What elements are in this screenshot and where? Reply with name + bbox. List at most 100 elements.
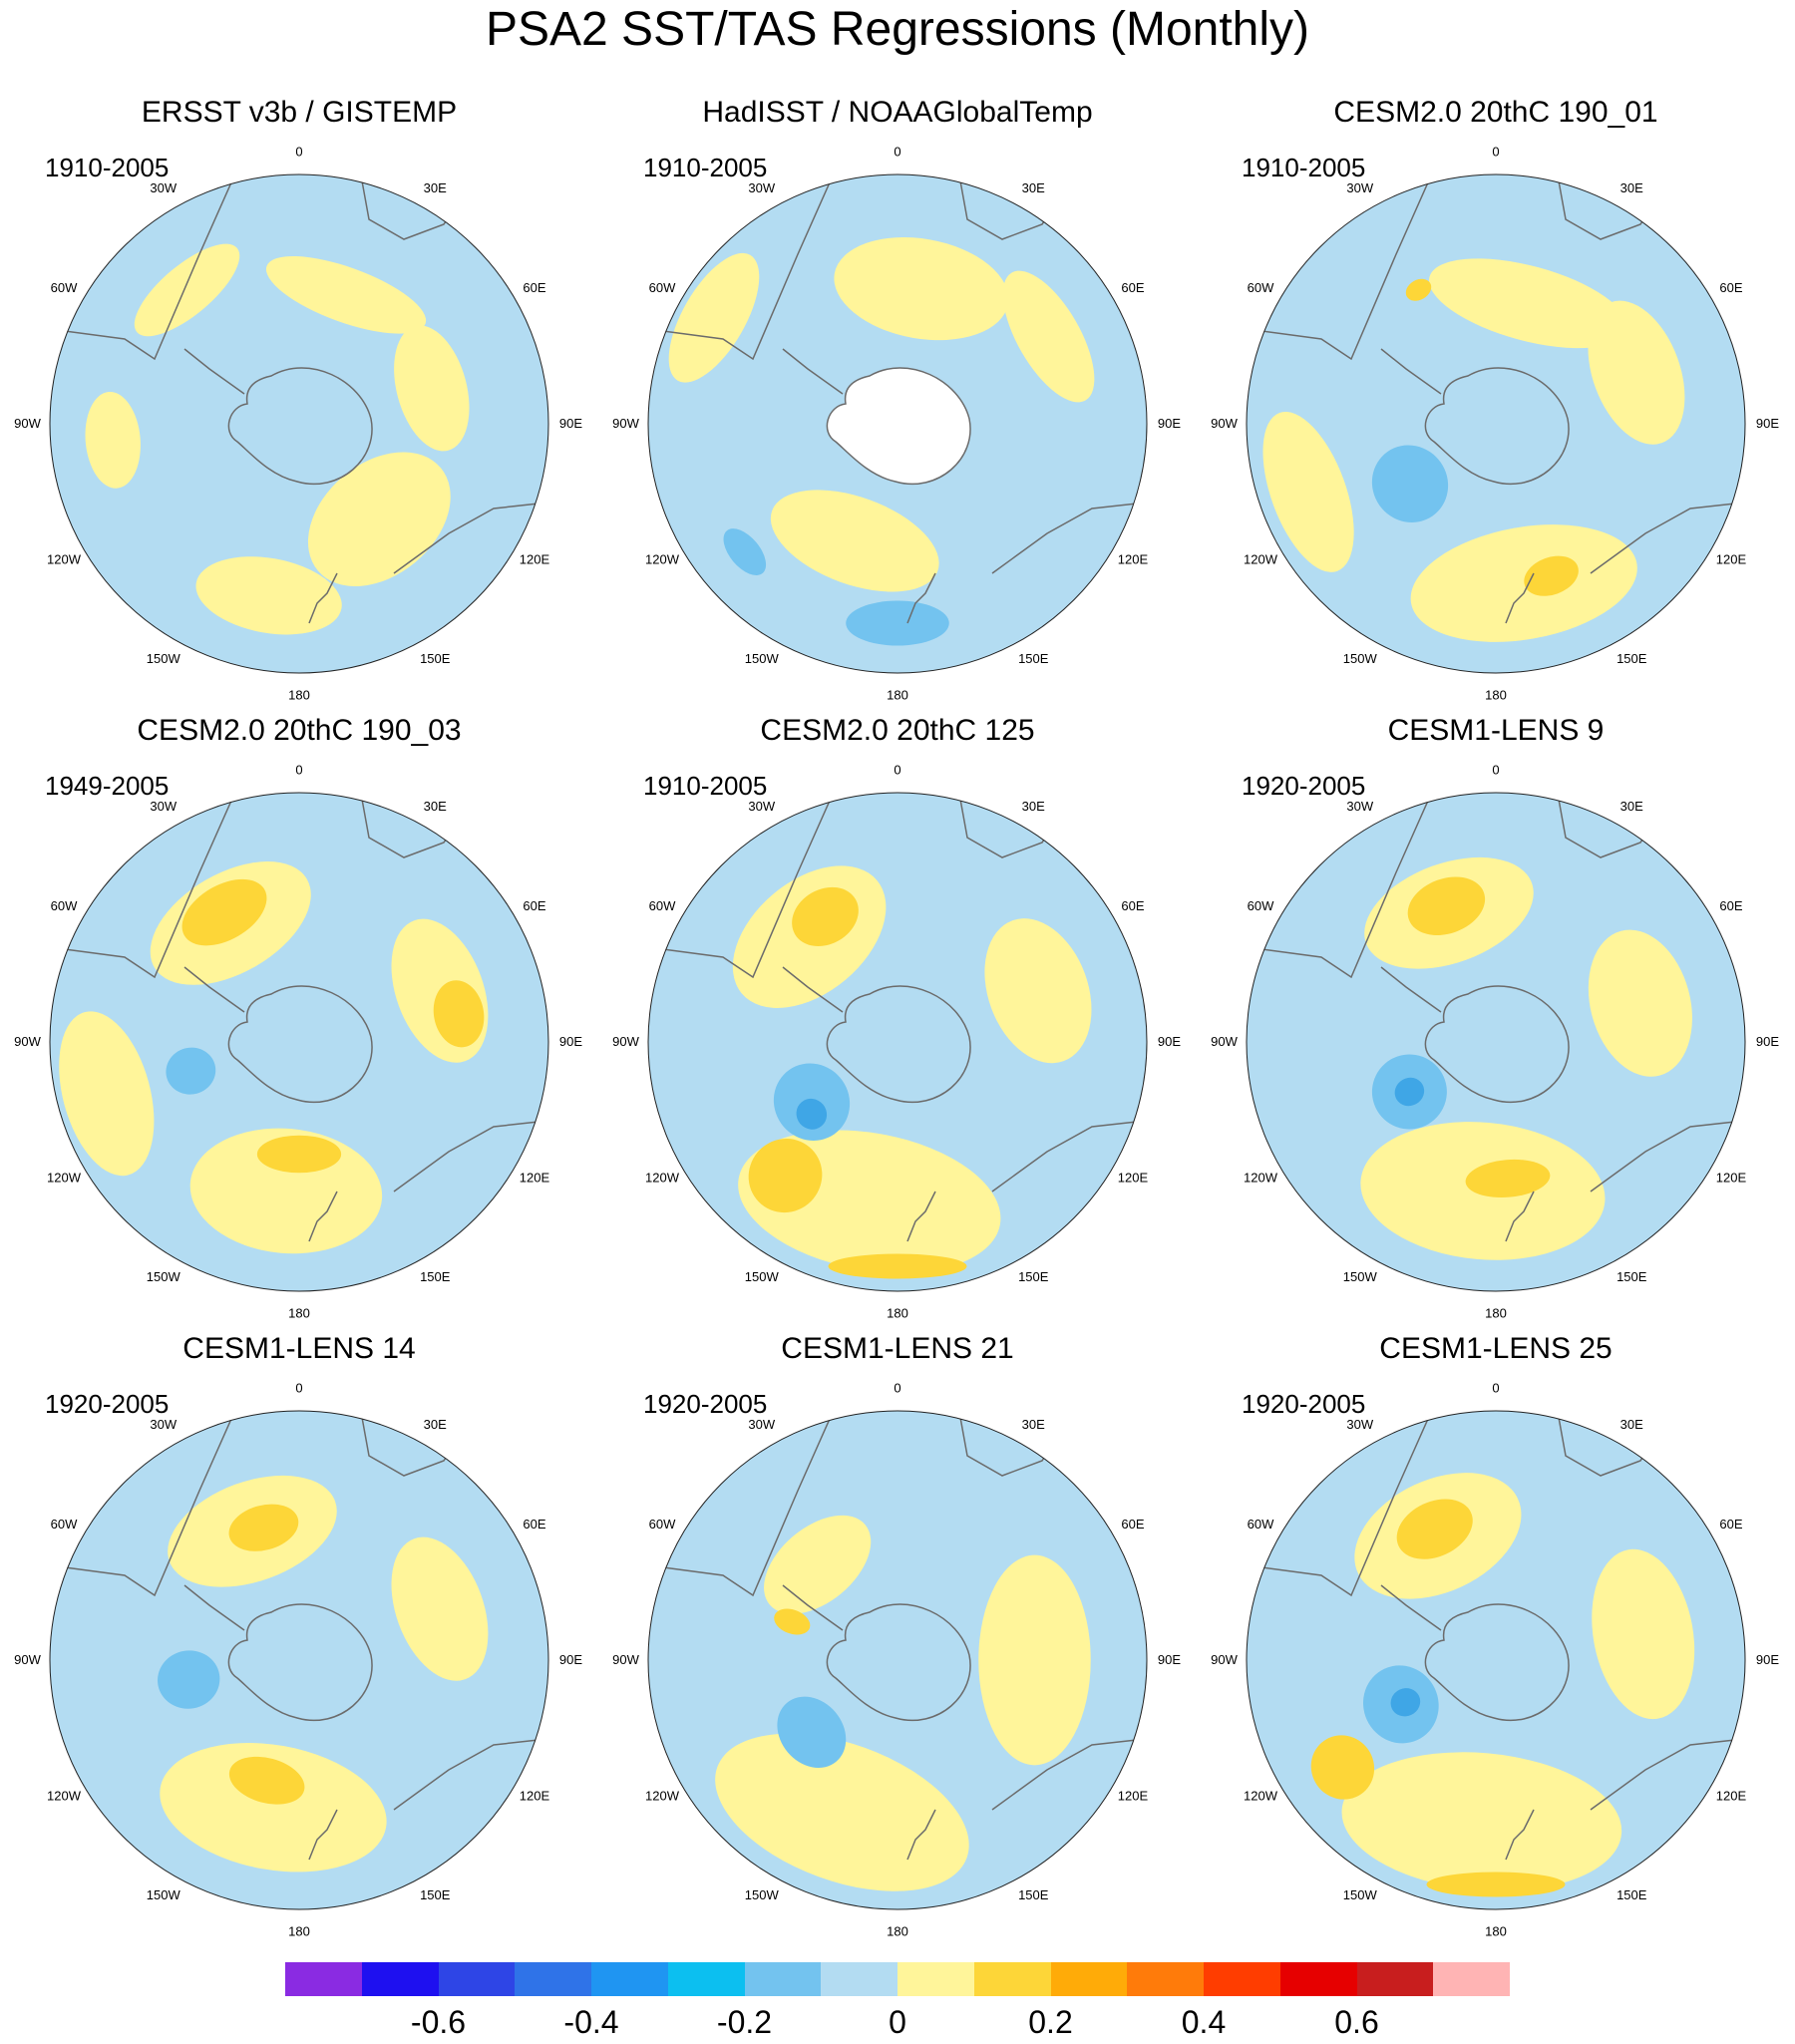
new-zealand-coastline <box>906 1191 936 1242</box>
anomaly-region <box>777 1696 847 1768</box>
colorbar-box <box>1127 1962 1204 1996</box>
colorbar <box>285 1962 1510 1996</box>
polar-map: 0 30E 60E 90E 120E 150E 180 150W 120W 90W 60W 30W <box>612 145 1181 703</box>
longitude-label: 150W <box>745 1887 780 1902</box>
colorbar-box <box>285 1962 362 1996</box>
anomaly-region <box>1405 278 1432 301</box>
longitude-label: 150E <box>1018 651 1049 666</box>
map-panel: CESM2.0 20thC 125 1910-2005 0 30E 60E 90E 120E… <box>598 713 1197 1331</box>
anomaly-region <box>723 528 767 575</box>
antarctica-outline <box>826 985 971 1104</box>
colorbar-box <box>667 1962 745 1996</box>
colorbar-box <box>361 1962 439 1996</box>
longitude-label: 0 <box>1492 1381 1499 1396</box>
polar-map: 0 30E 60E 90E 120E 150E 180 150W 120W 90W 60W 30W <box>1211 1381 1779 1939</box>
anomaly-region <box>256 1135 342 1174</box>
longitude-label: 90E <box>1158 416 1181 431</box>
peninsula-coastline <box>1380 1584 1442 1631</box>
polar-map: 0 30E 60E 90E 120E 150E 180 150W 120W 90W 60W 30W <box>612 1381 1181 1939</box>
anomaly-region <box>792 886 859 947</box>
longitude-label: 120E <box>1118 1170 1149 1185</box>
longitude-label: 120E <box>1716 1170 1747 1185</box>
colorbar-box <box>744 1962 822 1996</box>
colorbar-tick-label: -0.4 <box>563 2004 619 2040</box>
longitude-label: 90E <box>1158 1034 1181 1049</box>
longitude-label: 60W <box>649 898 676 913</box>
panel-title: CESM1-LENS 21 <box>781 1332 1014 1365</box>
longitude-label: 150W <box>745 651 780 666</box>
anomaly-region <box>1428 258 1627 349</box>
anomaly-region <box>748 1139 823 1213</box>
anomaly-region <box>160 1743 387 1873</box>
south-america-coastline <box>648 793 839 979</box>
longitude-label: 90E <box>559 416 582 431</box>
longitude-label: 90E <box>559 1034 582 1049</box>
peninsula-coastline <box>183 966 245 1013</box>
panel-title: HadISST / NOAAGlobalTemp <box>702 96 1093 129</box>
longitude-label: 60E <box>1719 280 1742 295</box>
anomaly-region <box>1410 524 1637 642</box>
anomaly-region <box>391 1536 489 1681</box>
anomaly-region <box>228 1756 305 1805</box>
longitude-label: 30E <box>1620 180 1643 195</box>
longitude-label: 90E <box>1756 1034 1779 1049</box>
longitude-label: 90E <box>559 1652 582 1667</box>
australia-coastline <box>393 1739 539 1811</box>
polar-map: 0 30E 60E 90E 120E 150E 180 150W 120W 90W 60W 30W <box>1211 763 1779 1321</box>
south-america-coastline <box>1247 174 1437 361</box>
longitude-label: 120W <box>47 551 82 566</box>
colorbar-box <box>1279 1962 1357 1996</box>
peninsula-coastline <box>183 348 245 395</box>
longitude-label: 60W <box>51 1517 78 1532</box>
longitude-label: 150E <box>1018 1887 1049 1902</box>
longitude-label: 120W <box>645 1788 680 1803</box>
longitude-label: 150W <box>147 1269 181 1284</box>
longitude-label: 180 <box>887 1306 908 1321</box>
longitude-label: 90W <box>612 1034 639 1049</box>
longitude-label: 120W <box>645 1170 680 1185</box>
anomaly-region <box>181 878 267 946</box>
peninsula-coastline <box>1380 348 1442 395</box>
longitude-label: 90W <box>14 1034 41 1049</box>
antarctica-outline <box>227 367 373 486</box>
colorbar-box <box>515 1962 591 1996</box>
panel-period: 1920-2005 <box>1242 771 1366 801</box>
map-boundary <box>647 792 1148 1292</box>
anomaly-region <box>834 237 1009 341</box>
panel-title: CESM1-LENS 25 <box>1379 1332 1613 1365</box>
map-panel: CESM2.0 20thC 190_03 1949-2005 0 30E 60E 90E 1… <box>0 713 598 1331</box>
map-boundary <box>1246 1410 1746 1910</box>
panel-period: 1920-2005 <box>1242 1389 1366 1419</box>
longitude-label: 120W <box>1244 1788 1278 1803</box>
longitude-label: 60W <box>649 1517 676 1532</box>
anomaly-region <box>1262 411 1354 572</box>
longitude-label: 90W <box>1211 1652 1238 1667</box>
map-panel: ERSST v3b / GISTEMP 1910-2005 0 30E 60E 90E 12… <box>0 95 598 713</box>
longitude-label: 90E <box>1158 1652 1181 1667</box>
longitude-label: 120W <box>1244 1170 1278 1185</box>
colorbar-tick-label: -0.6 <box>410 2004 467 2040</box>
anomaly-region <box>1002 270 1095 403</box>
map-panel: CESM1-LENS 9 1920-2005 0 30E 60E 90E 120E 150E 1… <box>1197 713 1795 1331</box>
new-zealand-coastline <box>308 1809 338 1861</box>
australia-coastline <box>1590 1739 1736 1811</box>
colorbar-box <box>898 1962 974 1996</box>
longitude-label: 180 <box>1485 688 1507 703</box>
anomaly-region <box>1465 1159 1551 1198</box>
longitude-label: 30E <box>424 180 447 195</box>
longitude-label: 30W <box>748 1417 775 1432</box>
colorbar-box <box>1433 1962 1510 1996</box>
longitude-label: 150E <box>1018 1269 1049 1284</box>
longitude-label: 120E <box>1716 551 1747 566</box>
longitude-label: 120W <box>47 1170 82 1185</box>
longitude-label: 150W <box>745 1269 780 1284</box>
longitude-label: 150W <box>1343 651 1378 666</box>
south-america-coastline <box>648 1411 839 1597</box>
longitude-label: 0 <box>1492 763 1499 778</box>
anomaly-region <box>715 1733 969 1891</box>
longitude-label: 0 <box>894 763 900 778</box>
anomaly-region <box>1371 445 1449 522</box>
longitude-label: 180 <box>288 1306 310 1321</box>
australia-coastline <box>991 503 1138 574</box>
map-boundary <box>1246 792 1746 1292</box>
